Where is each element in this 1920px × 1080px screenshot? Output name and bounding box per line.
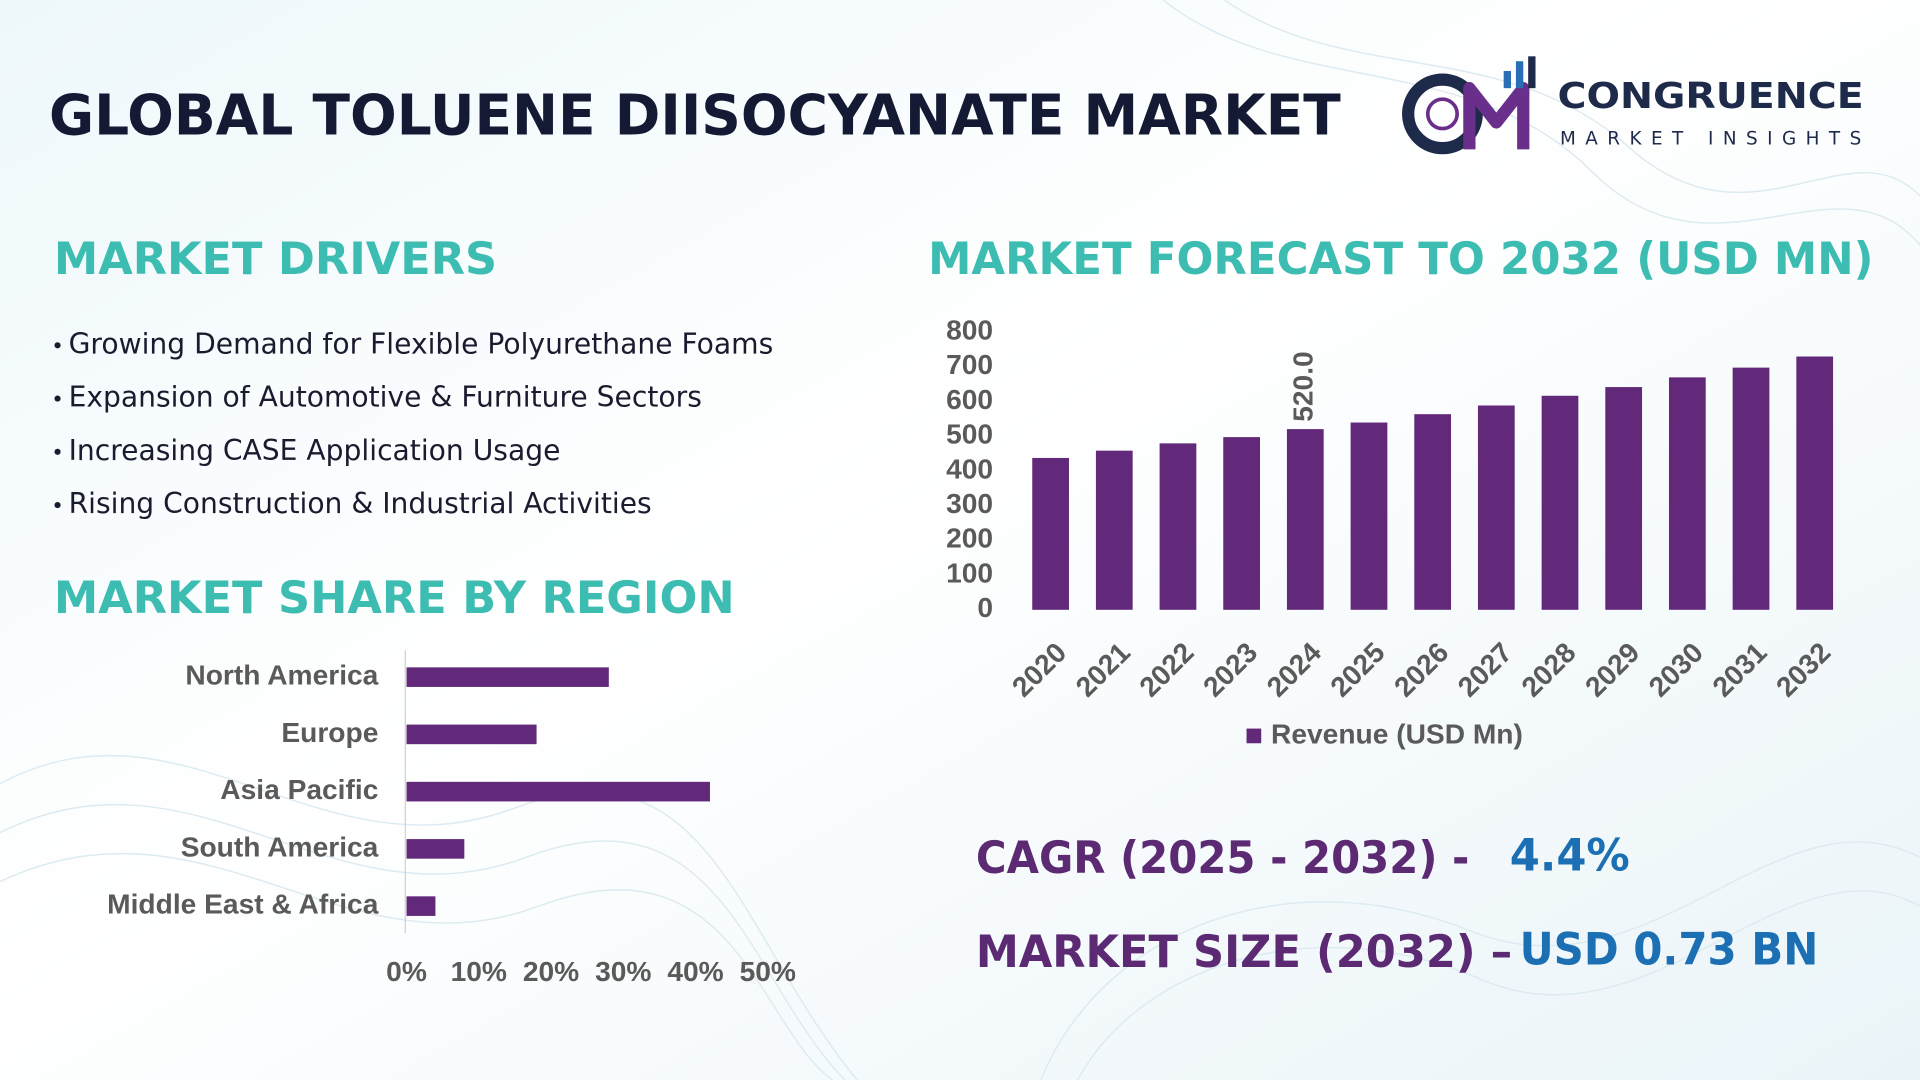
bar [1223,437,1260,610]
logo-bar [1515,61,1524,89]
page-title: GLOBAL TOLUENE DIISOCYANATE MARKET [49,83,1341,148]
logo-ring [1402,73,1483,155]
bullet [54,395,61,402]
bar [1477,405,1515,610]
bar [1796,356,1834,610]
highlight-value: 4.4% [1510,830,1630,881]
highlight-label: MARKET SIZE (2032) – [976,927,1512,978]
y-tick-label: Europe [281,717,378,748]
bar [406,667,609,687]
logo-bar [1503,71,1512,89]
bar [1668,377,1706,610]
logo-m [1463,82,1530,150]
y-tick-label: 0 [977,592,993,623]
logo-bar [1528,56,1536,89]
y-tick-label: 800 [946,314,993,345]
driver-item: Increasing CASE Application Usage [69,434,561,467]
y-tick-label: 700 [946,349,993,380]
chart-title: MARKET FORECAST TO 2032 (USD MN) [928,234,1873,285]
y-tick-label: South America [181,831,379,862]
driver-item: Rising Construction & Industrial Activit… [69,487,652,520]
bullet [54,342,61,349]
y-tick-label: North America [185,660,378,691]
highlights: CAGR (2025 - 2032) - 4.4% MARKET SIZE (2… [976,830,1818,978]
x-tick-label: 30% [595,956,651,987]
legend-swatch [1246,728,1262,744]
y-tick-label: 200 [946,523,993,554]
highlight-label: CAGR (2025 - 2032) - [976,833,1469,884]
y-tick-label: 400 [946,453,993,484]
driver-item: Expansion of Automotive & Furniture Sect… [69,381,702,414]
region-chart: MARKET SHARE BY REGION 0% 10% 20% 30% 40% 50%… [54,573,796,987]
bar [1032,457,1069,610]
chart-title: MARKET SHARE BY REGION [54,573,735,624]
bar [1159,443,1197,610]
legend-label: Revenue (USD Mn) [1271,718,1523,749]
brand-name: CONGRUENCE [1558,76,1864,117]
x-tick-label: 10% [451,956,507,987]
bar [1605,387,1643,610]
x-tick-label: 20% [523,956,579,987]
bar [1095,450,1133,610]
logo: CONGRUENCE MARKET INSIGHTS [1402,56,1864,155]
bullet [54,448,61,455]
bar [1350,422,1388,610]
data-label: 520.0 [1288,351,1319,421]
bar [1541,395,1579,610]
brand-tagline: MARKET INSIGHTS [1560,129,1861,150]
x-tick-label: 50% [740,956,796,987]
bar [406,839,465,859]
driver-item: Growing Demand for Flexible Polyurethane… [69,327,774,360]
x-tick-label: 0% [386,956,427,987]
drivers-list: Growing Demand for Flexible Polyurethane… [54,327,773,520]
y-tick-label: 500 [946,419,993,450]
bar [1414,414,1452,610]
bar [406,724,537,745]
y-tick-label: Asia Pacific [220,774,378,805]
bar [406,781,710,802]
y-tick-label: 100 [946,557,993,588]
y-tick-label: 600 [946,384,993,415]
highlight-value: USD 0.73 BN [1520,925,1819,976]
y-tick-label: Middle East & Africa [107,889,379,920]
bullet [54,502,61,509]
bar [1286,429,1324,610]
section-title: MARKET DRIVERS [54,234,497,285]
y-tick-label: 300 [946,488,993,519]
bar [1732,367,1770,610]
logo-globe [1425,97,1459,131]
bar [406,896,436,916]
x-tick-label: 40% [667,956,723,987]
